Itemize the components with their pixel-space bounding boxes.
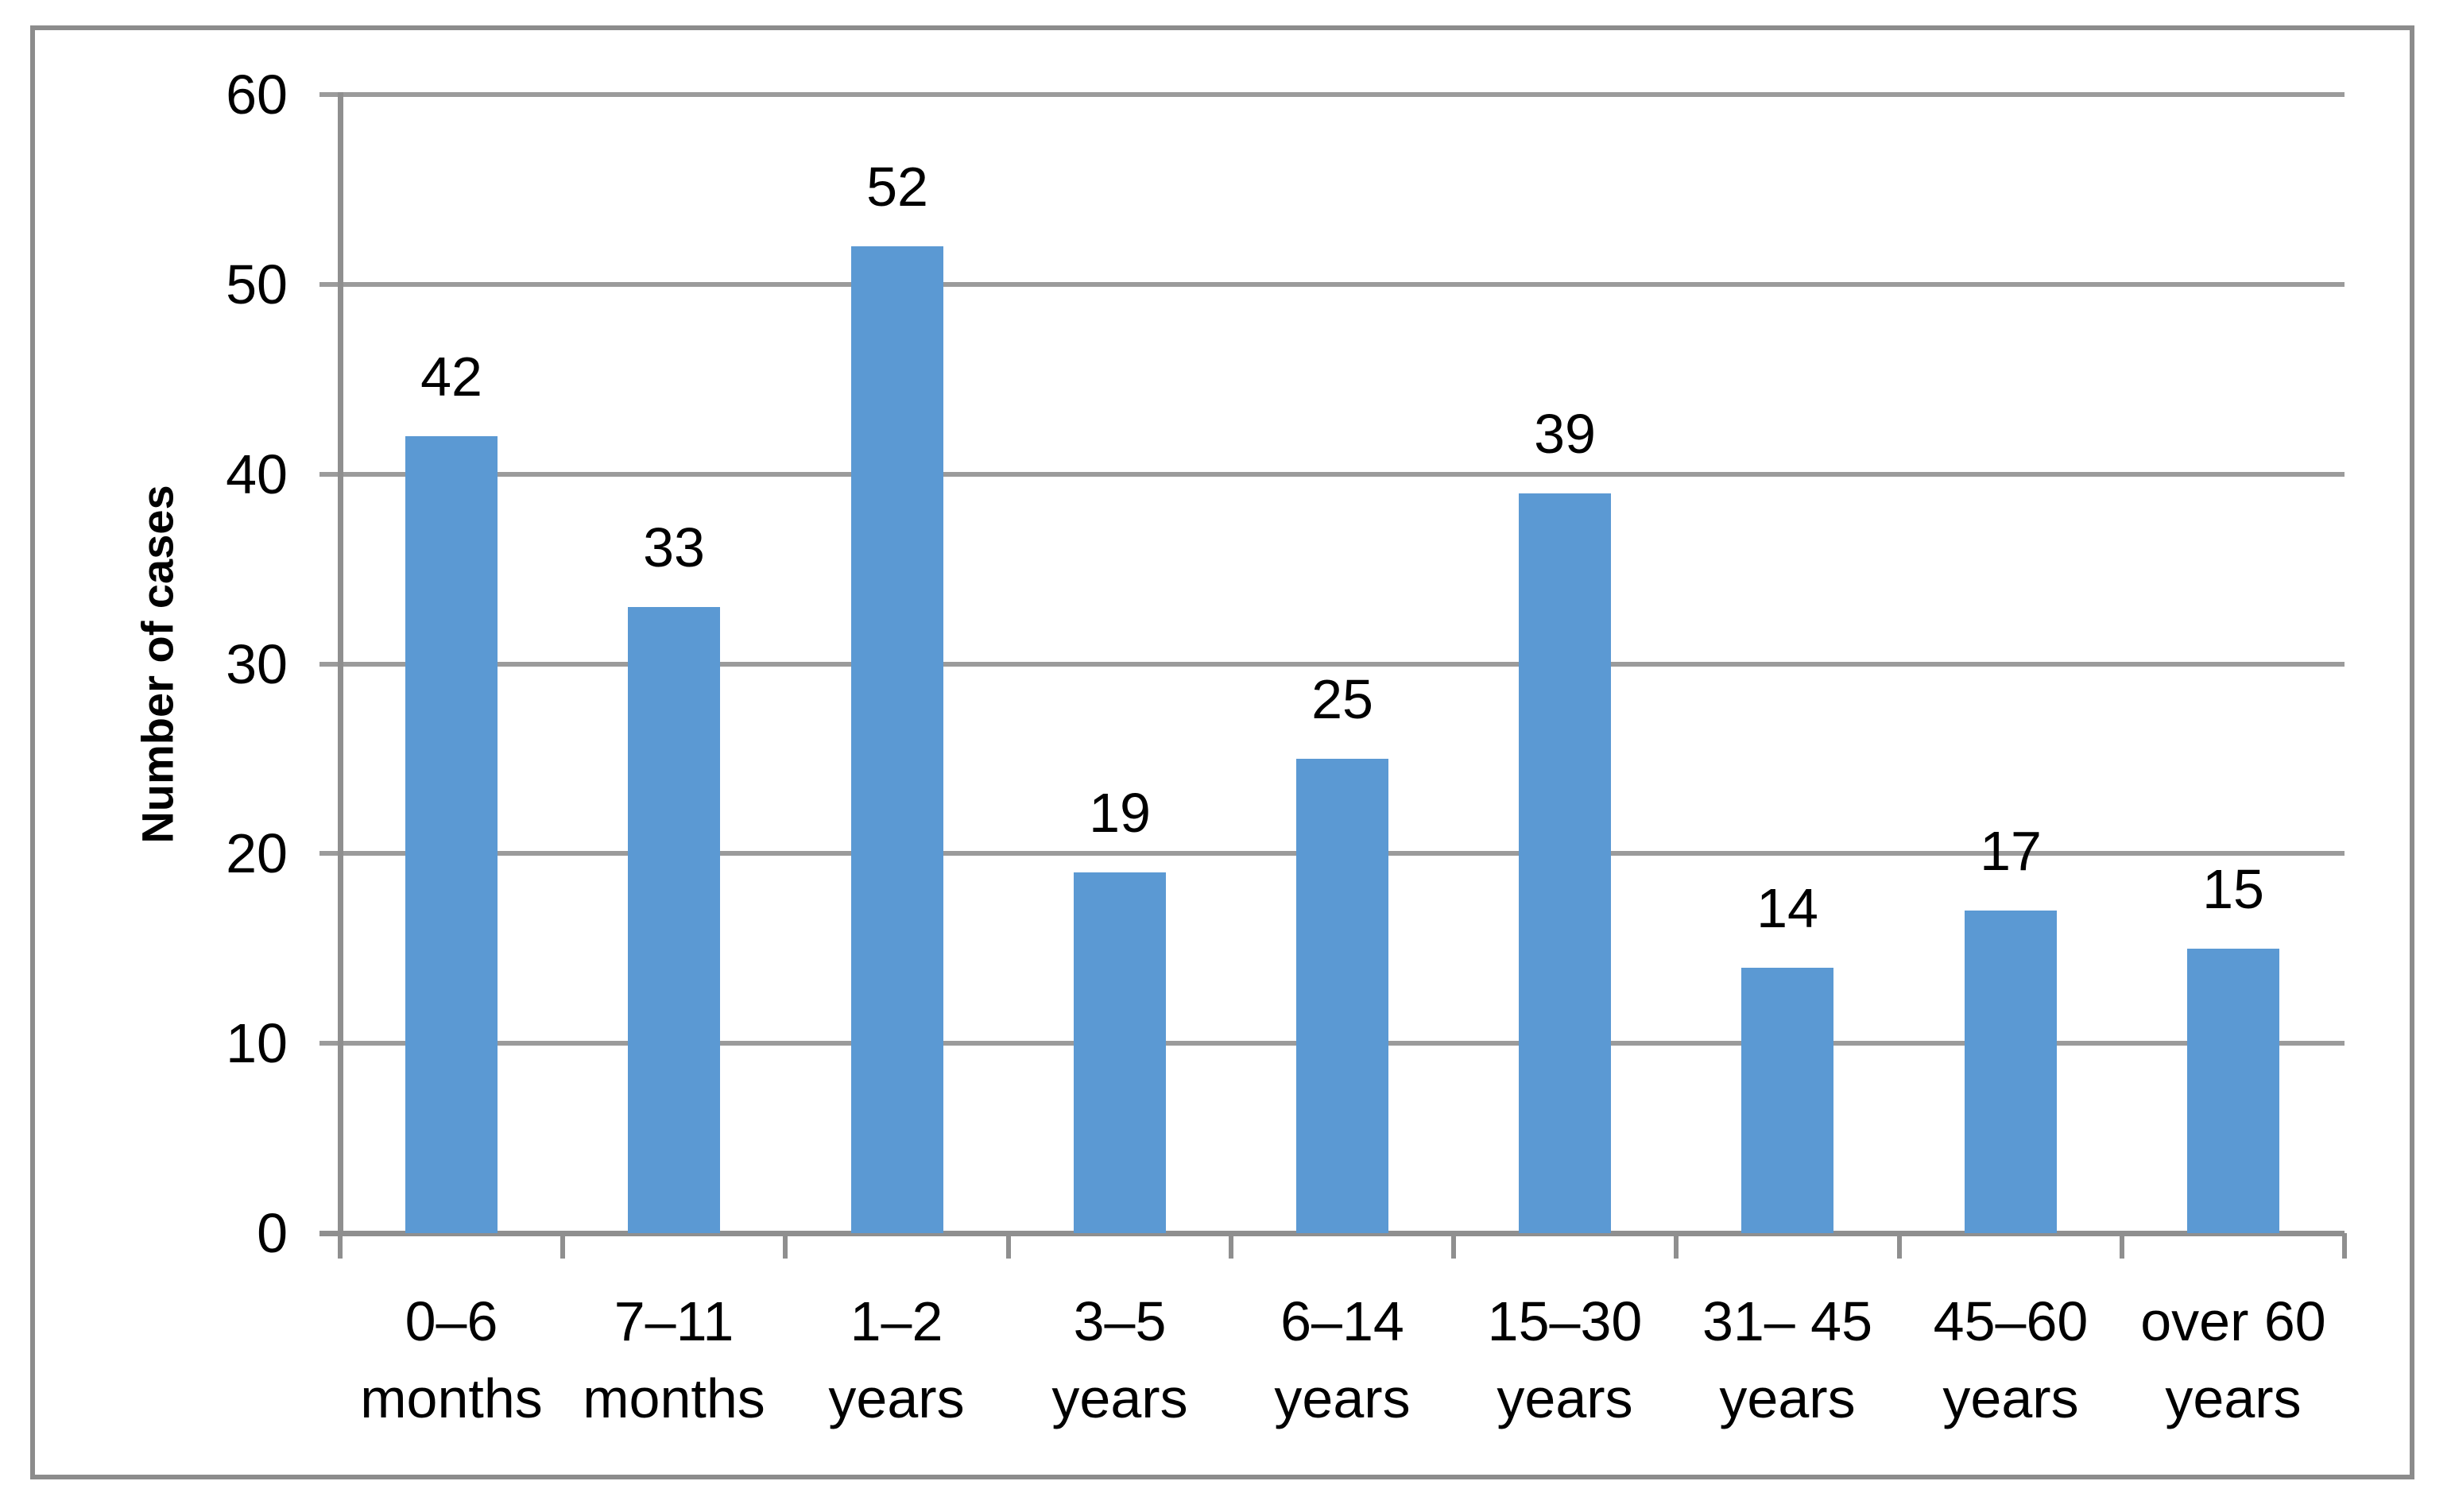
x-category-label-line2: years [1942,1367,2079,1429]
x-category-label-line1: 3–5 [1073,1290,1167,1352]
x-category-label-line1: 1–2 [850,1290,943,1352]
x-category-label-line2: years [828,1367,965,1429]
x-tick [1451,1233,1456,1259]
bar [851,246,943,1233]
bar-value-label: 33 [643,516,705,578]
y-tick-label: 60 [226,64,288,126]
x-axis-line [319,1231,2345,1236]
x-tick [2120,1233,2124,1259]
x-tick [2342,1233,2347,1259]
bar [1074,872,1166,1233]
y-tick-label: 40 [226,443,288,505]
bar-value-label: 17 [1980,820,2042,882]
bar-value-label: 52 [866,156,928,218]
x-category-label: over 60 years [2122,1283,2345,1437]
x-category-label-line2: months [583,1367,765,1429]
x-category-label-line2: years [1497,1367,1633,1429]
x-category-label-line1: 45–60 [1933,1290,2089,1352]
y-tick-label: 0 [257,1202,288,1264]
bar [405,436,498,1233]
x-tick [1229,1233,1233,1259]
x-category-label-line1: 6–14 [1280,1290,1404,1352]
bar-value-label: 14 [1756,877,1818,939]
x-category-label-line2: months [360,1367,543,1429]
x-tick [1006,1233,1011,1259]
bar-value-label: 19 [1089,782,1151,844]
bar-value-label: 39 [1534,403,1596,465]
x-category-label-line1: 15–30 [1487,1290,1643,1352]
bar [628,607,720,1233]
x-category-label-line1: over 60 [2140,1290,2326,1352]
x-category-label-line2: years [2165,1367,2302,1429]
x-category-label: 7–11 months [563,1283,785,1437]
gridline [319,662,2345,667]
bar [1741,968,1833,1233]
bar-value-label: 15 [2202,858,2264,920]
bar-value-label: 42 [420,346,482,408]
gridline [319,472,2345,477]
x-tick [783,1233,788,1259]
x-category-label-line2: years [1274,1367,1411,1429]
x-tick [1674,1233,1679,1259]
x-category-label-line1: 7–11 [614,1290,734,1352]
x-category-label-line2: years [1719,1367,1856,1429]
y-axis-line [338,92,343,1236]
bar [1519,493,1611,1233]
x-category-label: 6–14 years [1231,1283,1454,1437]
bar [1965,911,2057,1233]
x-category-label: 3–5 years [1009,1283,1231,1437]
bar [1296,759,1388,1233]
x-category-label: 45–60 years [1899,1283,2122,1437]
x-category-label-line1: 31– 45 [1702,1290,1873,1352]
chart-border-frame [30,25,2414,1479]
y-tick-label: 50 [226,253,288,315]
gridline [319,282,2345,287]
gridline [319,92,2345,97]
x-category-label: 0–6 months [340,1283,563,1437]
bar-value-label: 25 [1311,668,1373,730]
x-category-label: 1–2 years [785,1283,1008,1437]
bar [2187,949,2279,1233]
x-tick [560,1233,565,1259]
x-category-label: 31– 45 years [1676,1283,1899,1437]
x-category-label-line2: years [1051,1367,1188,1429]
x-tick [338,1233,343,1259]
x-tick [1897,1233,1902,1259]
x-category-label-line1: 0–6 [405,1290,498,1352]
x-category-label: 15–30 years [1454,1283,1676,1437]
y-tick-label: 10 [226,1012,288,1074]
y-tick-label: 20 [226,822,288,884]
y-tick-label: 30 [226,633,288,695]
